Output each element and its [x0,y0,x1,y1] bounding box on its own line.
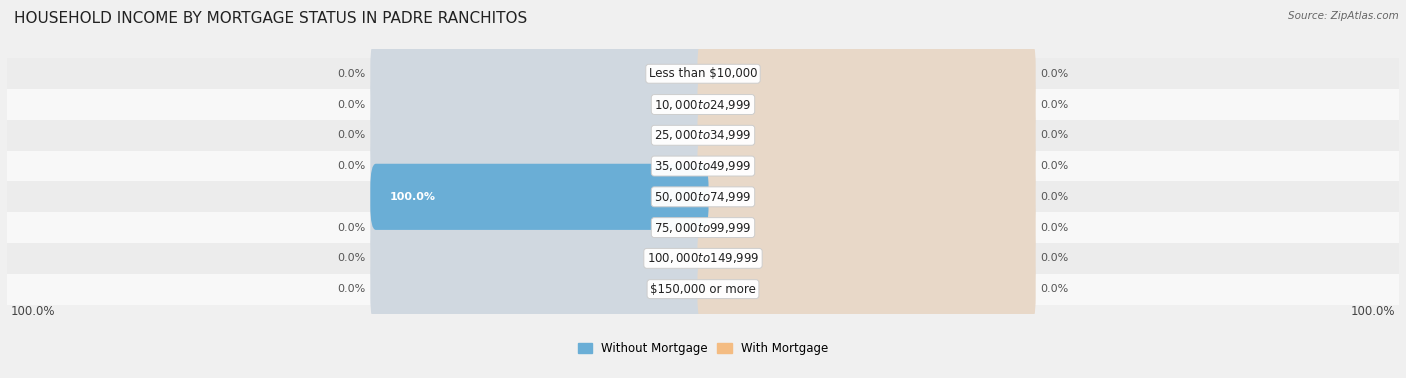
Text: 0.0%: 0.0% [1040,69,1069,79]
Text: 0.0%: 0.0% [1040,192,1069,202]
Text: 0.0%: 0.0% [337,284,366,294]
Bar [7,89,1399,120]
Text: 0.0%: 0.0% [1040,99,1069,110]
FancyBboxPatch shape [370,195,709,261]
Text: 0.0%: 0.0% [337,253,366,263]
Text: 0.0%: 0.0% [337,69,366,79]
Text: $75,000 to $99,999: $75,000 to $99,999 [654,221,752,235]
FancyBboxPatch shape [697,225,1036,291]
Text: $150,000 or more: $150,000 or more [650,283,756,296]
FancyBboxPatch shape [370,164,709,230]
FancyBboxPatch shape [697,133,1036,199]
Text: $100,000 to $149,999: $100,000 to $149,999 [647,251,759,265]
FancyBboxPatch shape [697,256,1036,322]
Text: $35,000 to $49,999: $35,000 to $49,999 [654,159,752,173]
Text: 0.0%: 0.0% [1040,284,1069,294]
Bar [7,243,1399,274]
Text: 100.0%: 100.0% [10,305,55,318]
FancyBboxPatch shape [370,164,709,230]
Text: Source: ZipAtlas.com: Source: ZipAtlas.com [1288,11,1399,21]
Text: $50,000 to $74,999: $50,000 to $74,999 [654,190,752,204]
FancyBboxPatch shape [370,71,709,138]
Text: 0.0%: 0.0% [1040,253,1069,263]
Bar [7,58,1399,89]
Text: 100.0%: 100.0% [389,192,436,202]
Text: 0.0%: 0.0% [1040,130,1069,140]
Text: $10,000 to $24,999: $10,000 to $24,999 [654,98,752,112]
Text: Less than $10,000: Less than $10,000 [648,67,758,80]
Bar [7,212,1399,243]
Legend: Without Mortgage, With Mortgage: Without Mortgage, With Mortgage [578,342,828,355]
Text: HOUSEHOLD INCOME BY MORTGAGE STATUS IN PADRE RANCHITOS: HOUSEHOLD INCOME BY MORTGAGE STATUS IN P… [14,11,527,26]
Text: 0.0%: 0.0% [337,223,366,232]
FancyBboxPatch shape [370,133,709,199]
Bar [7,274,1399,305]
Text: 0.0%: 0.0% [337,161,366,171]
FancyBboxPatch shape [370,225,709,291]
Text: 0.0%: 0.0% [337,99,366,110]
Bar [7,151,1399,181]
Text: 0.0%: 0.0% [337,130,366,140]
FancyBboxPatch shape [370,102,709,168]
FancyBboxPatch shape [370,256,709,322]
FancyBboxPatch shape [697,195,1036,261]
Text: 0.0%: 0.0% [1040,223,1069,232]
FancyBboxPatch shape [697,71,1036,138]
Text: 0.0%: 0.0% [1040,161,1069,171]
Bar [7,120,1399,151]
FancyBboxPatch shape [697,41,1036,107]
FancyBboxPatch shape [370,41,709,107]
Bar [7,181,1399,212]
Text: $25,000 to $34,999: $25,000 to $34,999 [654,128,752,142]
FancyBboxPatch shape [697,164,1036,230]
Text: 100.0%: 100.0% [1351,305,1396,318]
FancyBboxPatch shape [697,102,1036,168]
